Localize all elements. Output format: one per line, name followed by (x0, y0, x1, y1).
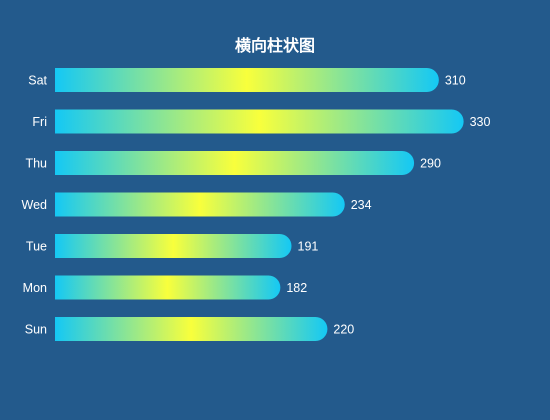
category-label: Sat (28, 74, 47, 88)
bar-thu[interactable] (55, 151, 415, 175)
value-label: 234 (351, 198, 372, 212)
category-label: Sun (25, 323, 47, 337)
category-label: Thu (25, 157, 47, 171)
category-label: Tue (26, 240, 47, 254)
value-label: 330 (470, 115, 491, 129)
bar-tue[interactable] (55, 234, 292, 258)
chart-title: 横向柱状图 (235, 36, 315, 55)
bar-wed[interactable] (55, 192, 345, 217)
value-label: 290 (420, 157, 441, 171)
value-label: 220 (333, 323, 354, 337)
bar-mon[interactable] (55, 275, 281, 300)
bar-sun[interactable] (55, 317, 328, 341)
value-label: 310 (445, 74, 466, 88)
bar-fri[interactable] (55, 109, 464, 134)
category-label: Mon (23, 281, 47, 295)
category-label: Fri (32, 115, 47, 129)
value-label: 182 (286, 281, 307, 295)
value-label: 191 (298, 240, 319, 254)
bar-sat[interactable] (55, 68, 439, 92)
category-label: Wed (22, 198, 48, 212)
bars-group: Sat 310 Fri 330 Thu 290 Wed 234 Tue 191 Mon 182 Sun 2… (22, 68, 491, 341)
